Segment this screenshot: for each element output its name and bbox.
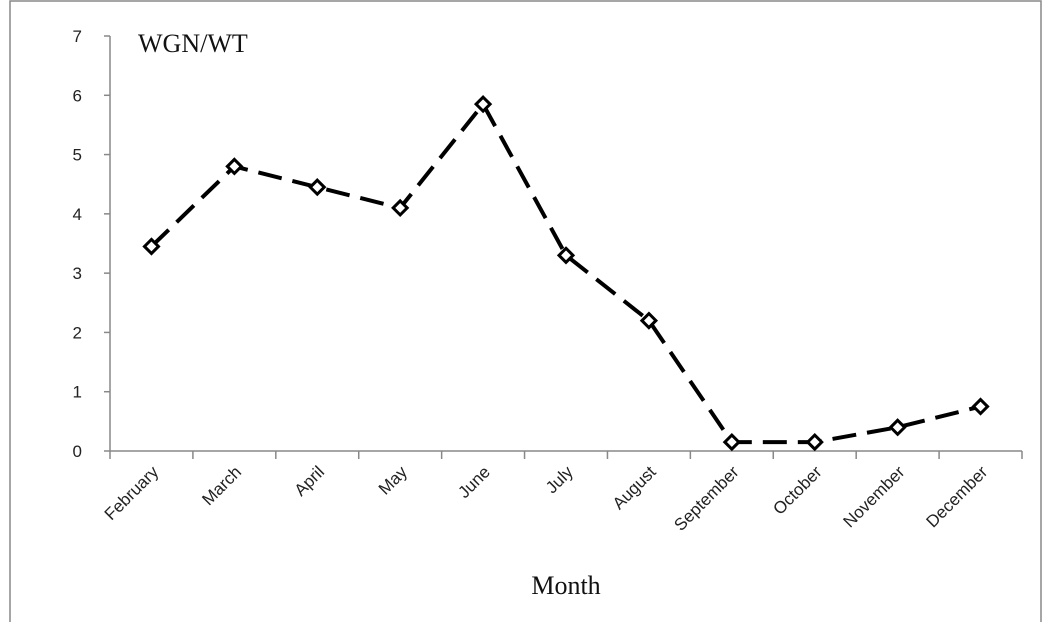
y-tick-label: 5: [73, 146, 82, 165]
data-point: [556, 246, 576, 265]
data-line: [150, 100, 982, 445]
data-point: [391, 198, 410, 218]
data-point: [225, 157, 244, 176]
y-tick-label: 0: [73, 442, 82, 461]
data-point: [142, 237, 161, 256]
data-point: [308, 178, 327, 197]
y-tick-label: 2: [73, 323, 82, 342]
data-point: [473, 95, 493, 114]
chart-frame: [9, 0, 1042, 622]
data-point: [971, 397, 990, 416]
y-tick-label: 1: [73, 383, 82, 402]
y-tick-label: 6: [73, 86, 82, 105]
y-tick-label: 3: [73, 264, 82, 283]
x-axis-label: Month: [531, 571, 600, 600]
data-point: [639, 311, 659, 330]
y-tick-label: 4: [73, 205, 82, 224]
chart-title: WGN/WT: [138, 29, 248, 58]
data-point: [888, 418, 907, 437]
y-tick-label: 7: [73, 27, 82, 46]
data-point: [805, 432, 824, 452]
data-point: [722, 432, 741, 452]
